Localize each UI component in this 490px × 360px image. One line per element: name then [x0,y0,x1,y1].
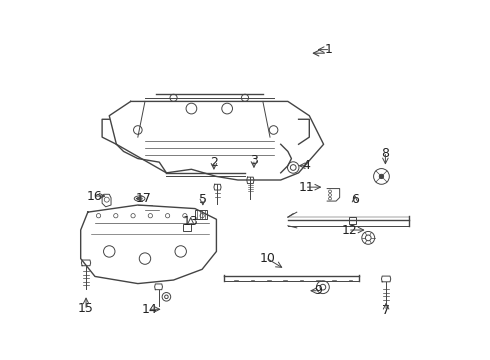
Text: 11: 11 [298,181,314,194]
FancyBboxPatch shape [183,224,192,231]
Text: 9: 9 [314,284,322,297]
Text: 12: 12 [342,224,358,237]
Text: 8: 8 [381,147,390,160]
Text: 6: 6 [351,193,359,206]
Text: 10: 10 [259,252,275,265]
Text: 7: 7 [382,304,390,317]
Text: 1: 1 [325,43,333,56]
FancyBboxPatch shape [195,210,207,219]
Text: 16: 16 [86,190,102,203]
Text: 17: 17 [135,192,151,205]
Text: 15: 15 [78,302,94,315]
FancyBboxPatch shape [348,217,356,224]
Text: 3: 3 [250,154,258,167]
Text: 2: 2 [210,156,218,168]
Circle shape [379,174,384,179]
Text: 13: 13 [183,215,198,228]
Text: 5: 5 [199,193,207,206]
Text: 4: 4 [302,159,310,172]
Text: 14: 14 [142,303,157,316]
